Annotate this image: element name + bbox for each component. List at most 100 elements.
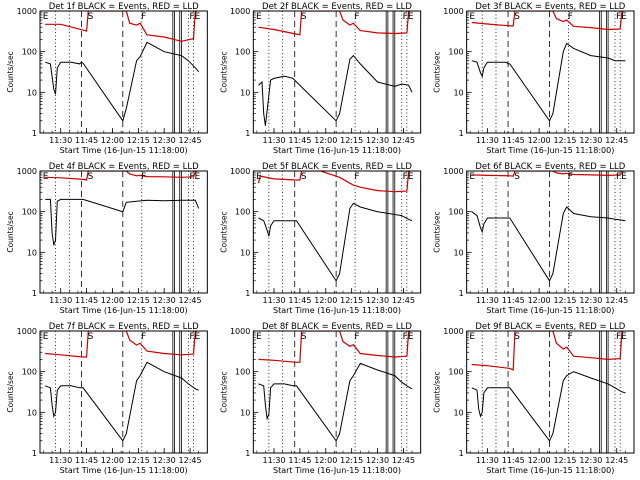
phase-annotation: E <box>256 12 262 22</box>
y-axis-label: Counts/sec <box>433 211 442 252</box>
x-axis-label: Start Time (16-Jun-15 11:18:00) <box>273 146 401 155</box>
phase-annotation: F <box>141 172 146 182</box>
lld-series-line <box>45 171 198 181</box>
x-tick-label: 12:15 <box>553 296 576 305</box>
x-tick-label: 12:45 <box>179 296 202 305</box>
x-tick-label: 11:30 <box>262 456 285 465</box>
x-tick-label: 11:45 <box>75 456 98 465</box>
x-tick-label: 12:00 <box>101 136 124 145</box>
y-tick-label: 1000 <box>443 327 463 336</box>
phase-annotation: E <box>469 12 475 22</box>
phase-annotation: FE <box>616 172 627 182</box>
panel-det-3: 1 10 100 1000 11:30 11:45 12:00 12:15 12:30 12:45… <box>433 2 635 155</box>
x-tick-label: 12:15 <box>340 296 363 305</box>
y-tick-label: 1 <box>32 449 37 458</box>
panel-det-9: 1 10 100 1000 11:30 11:45 12:00 12:15 12:30 12:45… <box>433 322 635 475</box>
panel-title: Det 6f BLACK = Events, RED = LLD <box>475 162 625 172</box>
x-tick-label: 12:45 <box>605 136 628 145</box>
y-tick-label: 10 <box>453 248 463 257</box>
panel-title: Det 5f BLACK = Events, RED = LLD <box>262 162 412 172</box>
phase-annotation: E <box>256 332 262 342</box>
panel-title: Det 3f BLACK = Events, RED = LLD <box>475 2 625 12</box>
panel-title: Det 2f BLACK = Events, RED = LLD <box>262 2 412 12</box>
phase-annotation: FE <box>189 332 200 342</box>
x-tick-label: 12:00 <box>101 296 124 305</box>
y-tick-label: 1 <box>245 129 250 138</box>
y-tick-label: 1 <box>245 449 250 458</box>
y-axis-label: Counts/sec <box>6 371 15 412</box>
events-series-line <box>45 41 200 122</box>
y-tick-label: 1 <box>459 449 464 458</box>
phase-annotation: FE <box>403 172 414 182</box>
x-tick-label: 11:30 <box>49 136 72 145</box>
lld-series-line <box>471 11 624 31</box>
x-tick-label: 11:45 <box>288 136 311 145</box>
x-axis-label: Start Time (16-Jun-15 11:18:00) <box>60 306 188 315</box>
x-tick-label: 11:30 <box>476 136 499 145</box>
plot-frame <box>252 170 422 294</box>
x-tick-label: 12:30 <box>579 456 602 465</box>
panel-det-5: 1 10 100 1000 11:30 11:45 12:00 12:15 12:30 12:45… <box>219 162 422 315</box>
x-tick-label: 12:30 <box>579 296 602 305</box>
x-tick-label: 12:30 <box>366 456 389 465</box>
x-tick-label: 12:30 <box>153 456 176 465</box>
y-axis-label: Counts/sec <box>219 371 228 412</box>
phase-annotation: F <box>568 172 573 182</box>
phase-annotation: FE <box>616 12 627 22</box>
events-series-line <box>258 362 413 442</box>
x-tick-label: 12:00 <box>101 456 124 465</box>
x-axis-label: Start Time (16-Jun-15 11:18:00) <box>486 146 614 155</box>
phase-annotation: F <box>141 12 146 22</box>
lld-series-line <box>258 11 411 36</box>
plot-frame <box>39 170 208 294</box>
x-tick-label: 11:30 <box>476 296 499 305</box>
plot-frame <box>466 10 635 134</box>
phase-annotation: E <box>469 172 475 182</box>
plot-frame <box>39 10 208 134</box>
y-tick-label: 1 <box>459 129 464 138</box>
x-tick-label: 12:45 <box>392 296 415 305</box>
x-tick-label: 12:00 <box>528 136 551 145</box>
y-tick-label: 1 <box>32 289 37 298</box>
phase-annotation: FE <box>189 12 200 22</box>
panel-det-2: 1 10 100 1000 11:30 11:45 12:00 12:15 12:30 12:45… <box>219 2 422 155</box>
x-tick-label: 11:45 <box>502 136 525 145</box>
panel-title: Det 8f BLACK = Events, RED = LLD <box>262 322 412 332</box>
y-tick-label: 10 <box>27 248 37 257</box>
y-tick-label: 10 <box>453 408 463 417</box>
phase-annotation: F <box>141 332 146 342</box>
y-axis-label: Counts/sec <box>219 211 228 252</box>
y-tick-label: 1000 <box>443 7 463 16</box>
x-axis-label: Start Time (16-Jun-15 11:18:00) <box>273 466 401 475</box>
x-tick-label: 12:30 <box>579 136 602 145</box>
panel-title: Det 7f BLACK = Events, RED = LLD <box>49 322 199 332</box>
x-tick-label: 11:45 <box>75 136 98 145</box>
y-tick-label: 100 <box>235 48 250 57</box>
x-tick-label: 12:30 <box>366 296 389 305</box>
x-tick-label: 11:30 <box>476 456 499 465</box>
events-series-line <box>258 202 413 282</box>
x-tick-label: 12:15 <box>127 456 150 465</box>
x-tick-label: 12:45 <box>179 136 202 145</box>
plot-frame <box>466 330 635 454</box>
phase-annotation: F <box>354 12 359 22</box>
y-tick-label: 100 <box>235 208 250 217</box>
lld-series-line <box>471 171 624 177</box>
x-tick-label: 12:15 <box>553 456 576 465</box>
x-tick-label: 11:45 <box>502 296 525 305</box>
y-tick-label: 1 <box>32 129 37 138</box>
x-tick-label: 12:15 <box>127 296 150 305</box>
phase-annotation: FE <box>189 172 200 182</box>
phase-annotation: FE <box>403 332 414 342</box>
panel-title: Det 9f BLACK = Events, RED = LLD <box>475 322 625 332</box>
y-tick-label: 10 <box>240 408 250 417</box>
panel-det-4: 1 10 100 1000 11:30 11:45 12:00 12:15 12:30 12:45… <box>6 162 208 315</box>
x-axis-label: Start Time (16-Jun-15 11:18:00) <box>60 146 188 155</box>
panel-det-8: 1 10 100 1000 11:30 11:45 12:00 12:15 12:30 12:45… <box>219 322 422 475</box>
events-series-line <box>471 371 626 442</box>
y-tick-label: 10 <box>27 88 37 97</box>
y-axis-label: Counts/sec <box>6 51 15 92</box>
x-tick-label: 12:45 <box>392 136 415 145</box>
x-tick-label: 11:30 <box>262 296 285 305</box>
x-tick-label: 12:45 <box>179 456 202 465</box>
